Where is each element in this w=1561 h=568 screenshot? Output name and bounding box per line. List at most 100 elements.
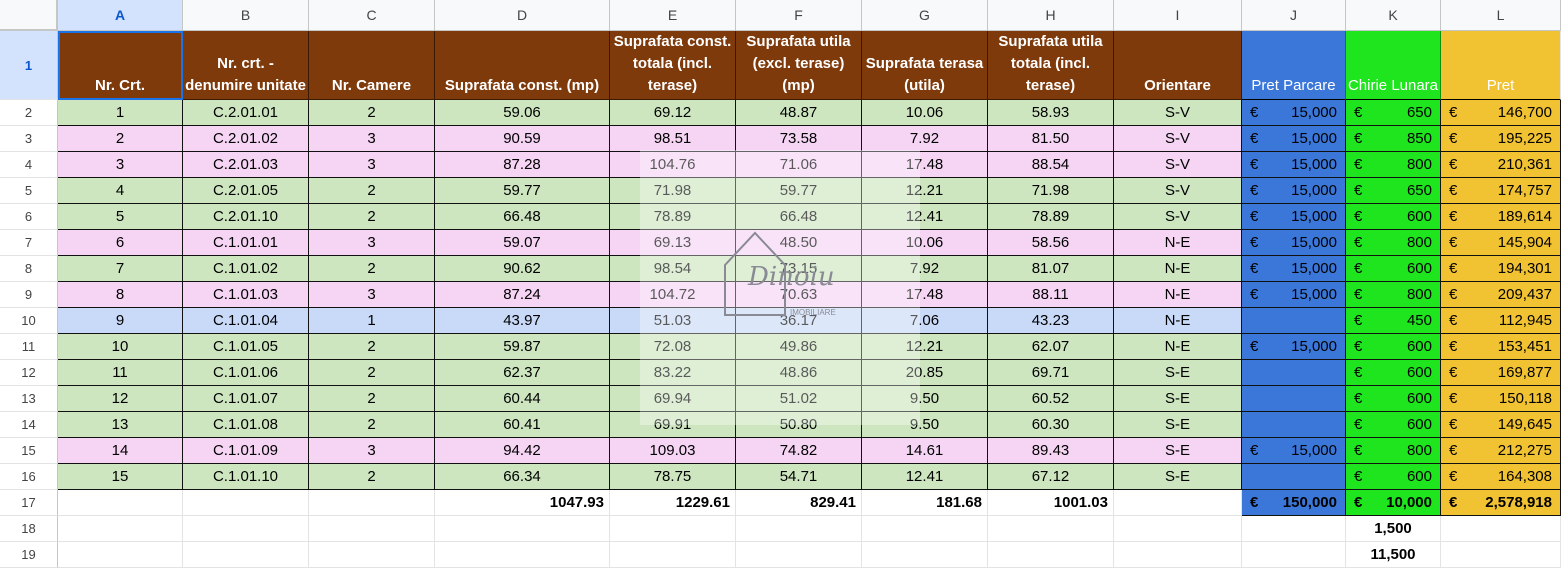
table-cell-d[interactable]: 60.44 bbox=[435, 386, 610, 412]
header-cell-j[interactable]: Pret Parcare bbox=[1242, 31, 1346, 100]
table-cell-l[interactable]: €195,225 bbox=[1441, 126, 1561, 152]
table-cell-d[interactable]: 59.06 bbox=[435, 100, 610, 126]
row-header-10[interactable]: 10 bbox=[0, 308, 58, 334]
totals-cell-e[interactable]: 1229.61 bbox=[610, 490, 736, 516]
table-cell-g[interactable]: 14.61 bbox=[862, 438, 988, 464]
row-header-15[interactable]: 15 bbox=[0, 438, 58, 464]
table-cell-l[interactable]: €169,877 bbox=[1441, 360, 1561, 386]
table-cell-a[interactable]: 2 bbox=[58, 126, 183, 152]
totals-cell-c[interactable] bbox=[309, 490, 435, 516]
column-header-l[interactable]: L bbox=[1441, 0, 1561, 31]
table-cell-j[interactable]: €15,000 bbox=[1242, 334, 1346, 360]
empty-cell-l[interactable] bbox=[1441, 542, 1561, 568]
table-cell-e[interactable]: 78.75 bbox=[610, 464, 736, 490]
table-cell-e[interactable]: 98.51 bbox=[610, 126, 736, 152]
totals-cell-a[interactable] bbox=[58, 490, 183, 516]
table-cell-h[interactable]: 67.12 bbox=[988, 464, 1114, 490]
table-cell-i[interactable]: S-V bbox=[1114, 152, 1242, 178]
table-cell-h[interactable]: 60.30 bbox=[988, 412, 1114, 438]
table-cell-b[interactable]: C.1.01.06 bbox=[183, 360, 309, 386]
table-cell-b[interactable]: C.1.01.05 bbox=[183, 334, 309, 360]
table-cell-i[interactable]: N-E bbox=[1114, 308, 1242, 334]
table-cell-c[interactable]: 3 bbox=[309, 230, 435, 256]
table-cell-d[interactable]: 59.87 bbox=[435, 334, 610, 360]
table-cell-k[interactable]: €800 bbox=[1346, 438, 1441, 464]
table-cell-e[interactable]: 83.22 bbox=[610, 360, 736, 386]
table-cell-i[interactable]: S-E bbox=[1114, 438, 1242, 464]
table-cell-f[interactable]: 51.02 bbox=[736, 386, 862, 412]
table-cell-f[interactable]: 66.48 bbox=[736, 204, 862, 230]
table-cell-c[interactable]: 2 bbox=[309, 204, 435, 230]
table-cell-b[interactable]: C.1.01.04 bbox=[183, 308, 309, 334]
table-cell-e[interactable]: 78.89 bbox=[610, 204, 736, 230]
row-header-1[interactable]: 1 bbox=[0, 31, 58, 100]
header-cell-d[interactable]: Suprafata const. (mp) bbox=[435, 31, 610, 100]
table-cell-c[interactable]: 3 bbox=[309, 438, 435, 464]
empty-cell-g[interactable] bbox=[862, 516, 988, 542]
table-cell-j[interactable]: €15,000 bbox=[1242, 256, 1346, 282]
table-cell-l[interactable]: €164,308 bbox=[1441, 464, 1561, 490]
totals-cell-d[interactable]: 1047.93 bbox=[435, 490, 610, 516]
table-cell-j[interactable]: €15,000 bbox=[1242, 282, 1346, 308]
table-cell-h[interactable]: 43.23 bbox=[988, 308, 1114, 334]
row-header-5[interactable]: 5 bbox=[0, 178, 58, 204]
table-cell-k[interactable]: €650 bbox=[1346, 100, 1441, 126]
table-cell-a[interactable]: 4 bbox=[58, 178, 183, 204]
table-cell-j[interactable]: €15,000 bbox=[1242, 204, 1346, 230]
table-cell-d[interactable]: 87.28 bbox=[435, 152, 610, 178]
table-cell-d[interactable]: 62.37 bbox=[435, 360, 610, 386]
table-cell-b[interactable]: C.2.01.10 bbox=[183, 204, 309, 230]
empty-cell-e[interactable] bbox=[610, 542, 736, 568]
table-cell-j[interactable] bbox=[1242, 412, 1346, 438]
table-cell-g[interactable]: 10.06 bbox=[862, 230, 988, 256]
table-cell-a[interactable]: 12 bbox=[58, 386, 183, 412]
table-cell-h[interactable]: 81.07 bbox=[988, 256, 1114, 282]
empty-cell-j[interactable] bbox=[1242, 542, 1346, 568]
row-header-17[interactable]: 17 bbox=[0, 490, 58, 516]
empty-cell-f[interactable] bbox=[736, 516, 862, 542]
table-cell-b[interactable]: C.2.01.01 bbox=[183, 100, 309, 126]
table-cell-k[interactable]: €450 bbox=[1346, 308, 1441, 334]
table-cell-k[interactable]: €800 bbox=[1346, 152, 1441, 178]
table-cell-a[interactable]: 14 bbox=[58, 438, 183, 464]
empty-cell-g[interactable] bbox=[862, 542, 988, 568]
header-cell-l[interactable]: Pret bbox=[1441, 31, 1561, 100]
table-cell-k[interactable]: €600 bbox=[1346, 412, 1441, 438]
empty-cell-h[interactable] bbox=[988, 516, 1114, 542]
header-cell-a[interactable]: Nr. Crt. bbox=[58, 31, 183, 100]
table-cell-d[interactable]: 66.34 bbox=[435, 464, 610, 490]
empty-cell-b[interactable] bbox=[183, 516, 309, 542]
table-cell-f[interactable]: 59.77 bbox=[736, 178, 862, 204]
empty-cell-e[interactable] bbox=[610, 516, 736, 542]
table-cell-i[interactable]: S-V bbox=[1114, 204, 1242, 230]
table-cell-k[interactable]: €600 bbox=[1346, 464, 1441, 490]
table-cell-a[interactable]: 6 bbox=[58, 230, 183, 256]
table-cell-b[interactable]: C.1.01.01 bbox=[183, 230, 309, 256]
table-cell-k[interactable]: €600 bbox=[1346, 334, 1441, 360]
header-cell-c[interactable]: Nr. Camere bbox=[309, 31, 435, 100]
table-cell-g[interactable]: 10.06 bbox=[862, 100, 988, 126]
table-cell-f[interactable]: 73.15 bbox=[736, 256, 862, 282]
table-cell-h[interactable]: 81.50 bbox=[988, 126, 1114, 152]
table-cell-a[interactable]: 5 bbox=[58, 204, 183, 230]
table-cell-g[interactable]: 12.21 bbox=[862, 334, 988, 360]
table-cell-l[interactable]: €150,118 bbox=[1441, 386, 1561, 412]
table-cell-k[interactable]: €600 bbox=[1346, 360, 1441, 386]
totals-cell-l[interactable]: €2,578,918 bbox=[1441, 490, 1561, 516]
table-cell-c[interactable]: 3 bbox=[309, 282, 435, 308]
table-cell-l[interactable]: €194,301 bbox=[1441, 256, 1561, 282]
table-cell-d[interactable]: 90.59 bbox=[435, 126, 610, 152]
table-cell-a[interactable]: 1 bbox=[58, 100, 183, 126]
table-cell-l[interactable]: €189,614 bbox=[1441, 204, 1561, 230]
table-cell-i[interactable]: N-E bbox=[1114, 334, 1242, 360]
row-header-14[interactable]: 14 bbox=[0, 412, 58, 438]
table-cell-e[interactable]: 104.72 bbox=[610, 282, 736, 308]
table-cell-l[interactable]: €149,645 bbox=[1441, 412, 1561, 438]
table-cell-d[interactable]: 59.07 bbox=[435, 230, 610, 256]
table-cell-a[interactable]: 7 bbox=[58, 256, 183, 282]
table-cell-g[interactable]: 7.92 bbox=[862, 256, 988, 282]
table-cell-d[interactable]: 90.62 bbox=[435, 256, 610, 282]
table-cell-h[interactable]: 58.93 bbox=[988, 100, 1114, 126]
table-cell-j[interactable]: €15,000 bbox=[1242, 230, 1346, 256]
table-cell-h[interactable]: 89.43 bbox=[988, 438, 1114, 464]
